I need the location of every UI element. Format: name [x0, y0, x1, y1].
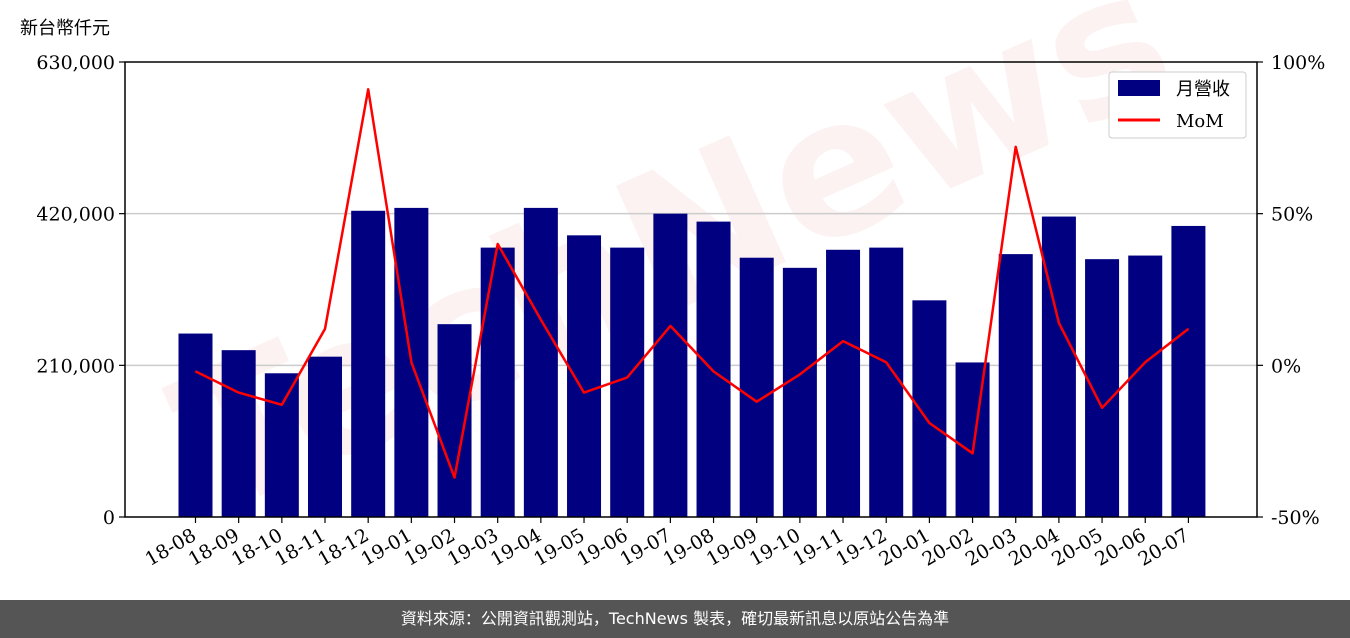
- bar-19-09: [739, 257, 774, 517]
- mom-point-19-03: [497, 243, 499, 245]
- mom-point-19-04: [540, 319, 542, 321]
- mom-point-19-11: [842, 340, 844, 342]
- mom-point-19-06: [626, 376, 628, 378]
- mom-point-20-02: [972, 452, 974, 454]
- bar-18-12: [351, 210, 386, 517]
- unit-label: 新台幣仟元: [20, 18, 110, 39]
- bar-18-10: [264, 373, 299, 517]
- bar-20-02: [955, 362, 990, 517]
- legend-bar-label: 月營收: [1176, 79, 1230, 100]
- mom-line: [194, 88, 1190, 479]
- bar-19-11: [826, 249, 861, 517]
- legend-bar-swatch: [1118, 80, 1160, 96]
- legend: 月營收 MoM: [1108, 71, 1247, 139]
- mom-point-18-12: [367, 88, 369, 90]
- bar-19-12: [869, 247, 904, 517]
- mom-point-20-07: [1187, 328, 1189, 330]
- mom-point-19-12: [885, 361, 887, 363]
- plot-frame: [124, 61, 1258, 518]
- bars: [178, 207, 1206, 518]
- mom-point-20-03: [1015, 146, 1017, 148]
- mom-point-19-07: [669, 325, 671, 327]
- mom-point-19-02: [454, 477, 456, 479]
- bar-19-08: [696, 221, 731, 517]
- bar-18-11: [308, 356, 343, 517]
- chart: TechNews 0210,000420,000630,000-50%0%50%…: [20, 0, 1325, 571]
- bar-20-06: [1128, 255, 1163, 518]
- bar-19-02: [437, 324, 472, 517]
- mom-point-18-09: [238, 392, 240, 394]
- bar-20-07: [1171, 225, 1206, 517]
- mom-point-19-10: [799, 373, 801, 375]
- bar-19-05: [567, 235, 602, 518]
- mom-point-19-09: [756, 401, 758, 403]
- y-right-tick-label: 50%: [1271, 204, 1313, 226]
- bar-19-10: [782, 267, 817, 517]
- mom-point-20-01: [928, 422, 930, 424]
- mom-point-20-06: [1144, 361, 1146, 363]
- x-tick-label: 20-07: [1134, 524, 1192, 570]
- bar-19-03: [480, 247, 515, 517]
- mom-point-20-05: [1101, 407, 1103, 409]
- bar-19-07: [653, 213, 688, 517]
- mom-point-18-11: [324, 328, 326, 330]
- y-right-tick-label: -50%: [1271, 507, 1320, 529]
- bar-20-01: [912, 300, 947, 517]
- bar-20-04: [1041, 216, 1076, 518]
- y-left-tick-label: 210,000: [36, 355, 115, 377]
- mom-point-19-01: [410, 361, 412, 363]
- mom-point-20-04: [1058, 322, 1060, 324]
- y-right-tick-label: 100%: [1271, 52, 1325, 74]
- bar-20-03: [998, 254, 1033, 517]
- mom-point-19-05: [583, 392, 585, 394]
- mom-line-path: [194, 88, 1190, 479]
- y-left-tick-label: 420,000: [36, 204, 115, 226]
- mom-point-18-08: [195, 370, 196, 372]
- bar-19-04: [523, 207, 558, 517]
- mom-point-18-10: [281, 404, 283, 406]
- bar-20-05: [1085, 259, 1120, 517]
- y-left-tick-label: 0: [103, 507, 115, 529]
- mom-point-19-08: [713, 370, 715, 372]
- y-right-tick-label: 0%: [1271, 355, 1301, 377]
- y-left-tick-label: 630,000: [36, 52, 115, 74]
- bar-18-09: [221, 350, 256, 517]
- bar-18-08: [178, 333, 213, 517]
- legend-line-label: MoM: [1176, 111, 1224, 132]
- footer-source: 資料來源：公開資訊觀測站，TechNews 製表，確切最新訊息以原站公告為準: [0, 600, 1350, 638]
